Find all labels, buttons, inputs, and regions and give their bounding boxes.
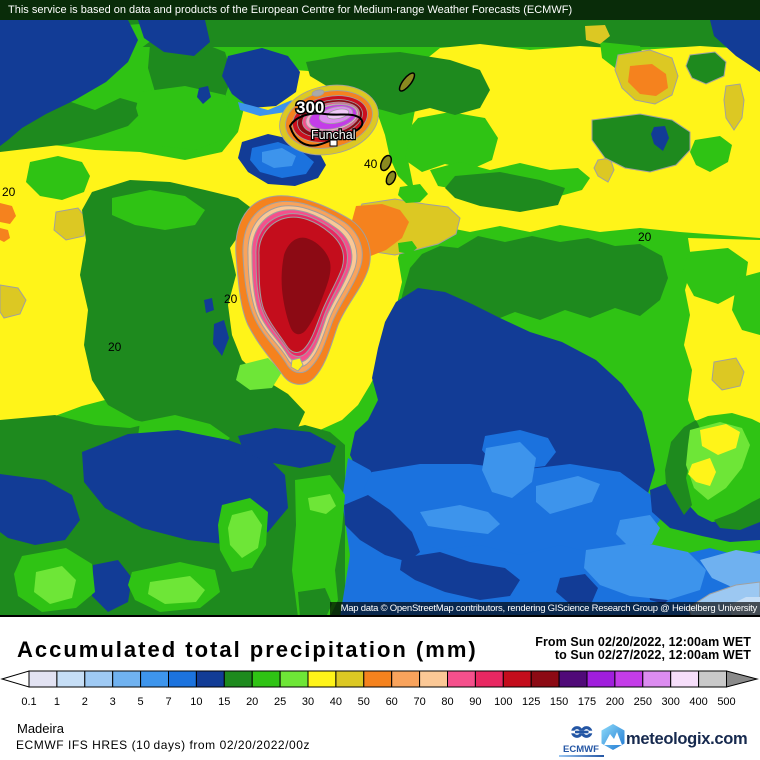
svg-text:20: 20 [108, 340, 122, 354]
svg-text:20: 20 [638, 230, 652, 244]
svg-text:ECMWF: ECMWF [563, 744, 599, 755]
svg-text:30: 30 [302, 696, 314, 708]
svg-text:15: 15 [218, 696, 230, 708]
svg-text:400: 400 [689, 696, 707, 708]
svg-text:60: 60 [386, 696, 398, 708]
svg-text:20: 20 [224, 292, 238, 306]
svg-text:40: 40 [330, 696, 342, 708]
svg-text:90: 90 [469, 696, 481, 708]
svg-text:10: 10 [190, 696, 202, 708]
svg-text:300: 300 [296, 98, 324, 117]
svg-text:50: 50 [358, 696, 370, 708]
svg-text:100: 100 [494, 696, 512, 708]
svg-text:125: 125 [522, 696, 540, 708]
svg-text:500: 500 [717, 696, 735, 708]
svg-text:250: 250 [634, 696, 652, 708]
svg-text:80: 80 [441, 696, 453, 708]
svg-text:200: 200 [606, 696, 624, 708]
svg-text:Funchal: Funchal [311, 128, 355, 142]
svg-text:40: 40 [364, 157, 378, 171]
svg-text:5: 5 [138, 696, 144, 708]
svg-text:20: 20 [246, 696, 258, 708]
svg-text:meteologix.com: meteologix.com [626, 730, 747, 748]
svg-text:300: 300 [662, 696, 680, 708]
svg-text:70: 70 [413, 696, 425, 708]
svg-text:0.1: 0.1 [21, 696, 36, 708]
svg-text:150: 150 [550, 696, 568, 708]
svg-text:20: 20 [2, 185, 16, 199]
svg-text:3: 3 [110, 696, 116, 708]
svg-text:175: 175 [578, 696, 596, 708]
svg-text:7: 7 [165, 696, 171, 708]
svg-text:2: 2 [82, 696, 88, 708]
svg-text:25: 25 [274, 696, 286, 708]
svg-text:1: 1 [54, 696, 60, 708]
